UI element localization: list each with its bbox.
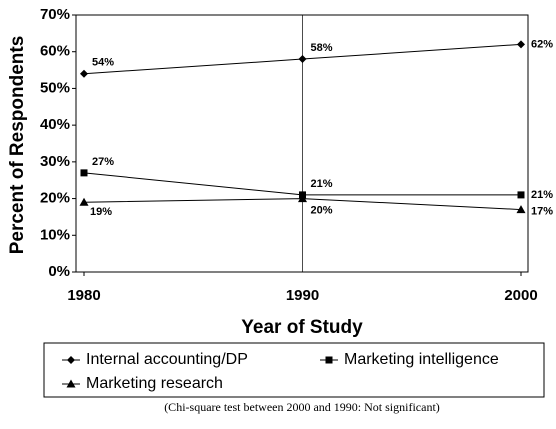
data-label: 20%: [311, 204, 333, 216]
y-tick-label: 0%: [48, 263, 70, 280]
point: [79, 197, 89, 206]
y-tick-label: 40%: [40, 116, 70, 133]
legend-marker: [66, 379, 76, 388]
y-axis-label: Percent of Respondents: [7, 36, 28, 255]
footnote: (Chi-square test between 2000 and 1990: …: [164, 400, 440, 414]
y-tick-label: 10%: [40, 226, 70, 243]
x-axis-label: Year of Study: [241, 317, 363, 338]
y-tick-label: 50%: [40, 79, 70, 96]
legend-label: Marketing research: [86, 375, 223, 392]
plot-frame: [75, 14, 529, 273]
data-label: 21%: [531, 189, 553, 201]
x-tick-label: 2000: [504, 287, 537, 304]
legend-box: [43, 342, 545, 398]
point: [517, 40, 525, 49]
data-label: 21%: [311, 178, 333, 190]
point: [80, 69, 88, 78]
point: [516, 205, 526, 214]
y-tick-label: 70%: [40, 6, 70, 23]
legend-label: Internal accounting/DP: [86, 351, 248, 368]
y-tick-label: 60%: [40, 43, 70, 60]
y-tick-label: 20%: [40, 190, 70, 207]
legend-label: Marketing intelligence: [344, 351, 499, 368]
x-tick-label: 1990: [286, 287, 319, 304]
data-label: 54%: [92, 57, 114, 69]
data-label: 27%: [92, 156, 114, 168]
y-tick-label: 30%: [40, 153, 70, 170]
data-label: 58%: [311, 42, 333, 54]
legend-marker: [67, 356, 75, 364]
point: [517, 191, 525, 199]
data-label: 19%: [90, 206, 112, 218]
legend-marker: [325, 356, 333, 364]
data-label: 17%: [531, 205, 553, 217]
point: [80, 169, 88, 177]
x-tick-label: 1980: [67, 287, 100, 304]
data-label: 62%: [531, 38, 553, 50]
point: [298, 55, 307, 64]
point: [298, 194, 307, 203]
